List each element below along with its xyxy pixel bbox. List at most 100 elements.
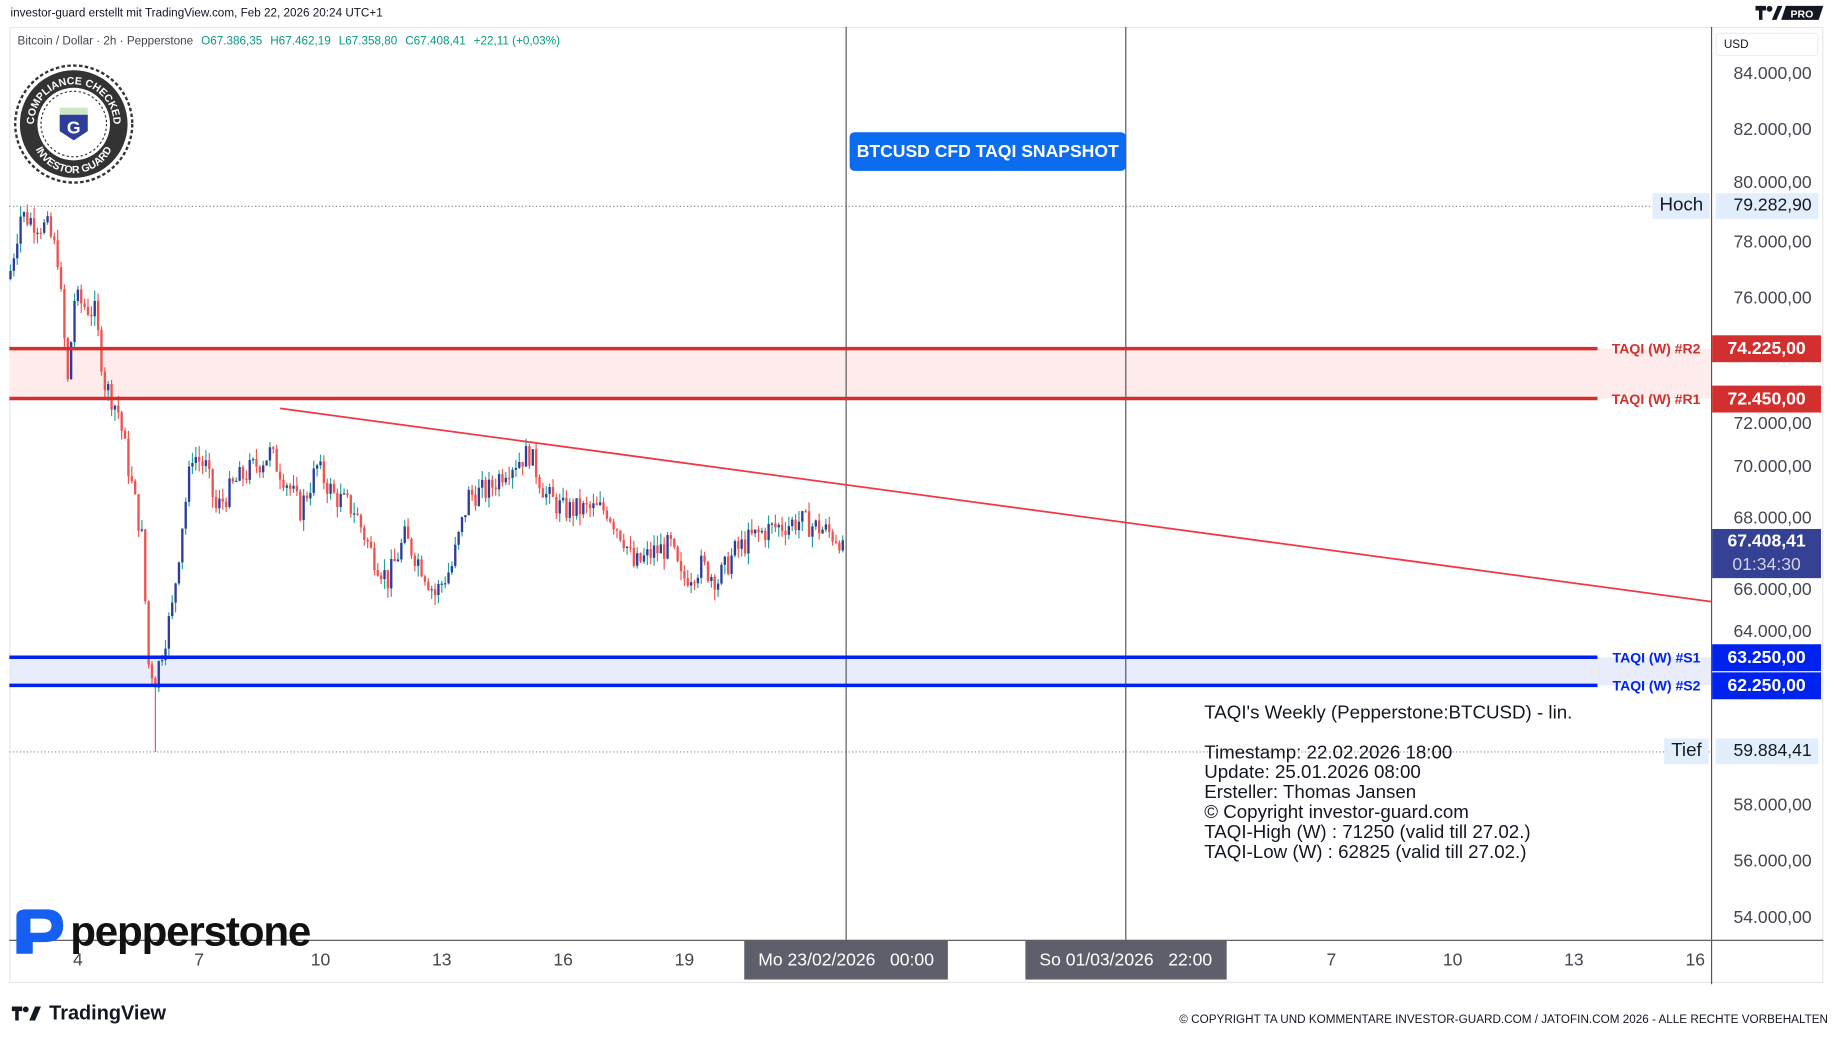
info-line: TAQI-Low (W) : 62825 (valid till 27.02.) [1204, 842, 1527, 863]
price-tick: 72.000,00 [1733, 413, 1812, 434]
candle [150, 664, 154, 679]
candle [309, 492, 312, 499]
candle [541, 488, 545, 498]
price-tick: 58.000,00 [1733, 794, 1812, 815]
candle [636, 553, 639, 566]
candle [716, 583, 720, 590]
candle [46, 216, 49, 223]
candle [521, 462, 524, 467]
candle [427, 581, 430, 590]
candle [484, 480, 487, 498]
candle [36, 232, 39, 234]
candle [652, 545, 656, 558]
candle [133, 480, 137, 495]
candle [481, 480, 484, 488]
candle [292, 485, 295, 489]
time-tick: 13 [432, 950, 452, 971]
candle [231, 478, 235, 482]
candle [777, 524, 780, 528]
candle [787, 526, 791, 535]
time-tick: 10 [1442, 950, 1463, 971]
candle [396, 559, 400, 562]
candle [686, 578, 689, 586]
candle [548, 487, 551, 494]
candle [177, 562, 181, 584]
candle [791, 519, 794, 527]
level-label-s1: TAQI (W) #S1 [1612, 649, 1701, 666]
ohlc-low: L67.358,80 [338, 35, 398, 48]
candle [238, 467, 241, 481]
candle [373, 547, 376, 571]
candle [329, 483, 332, 494]
ohlc-close: C67.408,41 [405, 35, 466, 48]
candle [750, 529, 753, 534]
candle [406, 526, 410, 539]
candle [167, 616, 171, 649]
candle [117, 405, 120, 413]
candle [588, 504, 592, 509]
candle [669, 535, 673, 539]
candle [713, 576, 716, 590]
candle [818, 520, 821, 534]
candle [784, 530, 787, 535]
candle [602, 502, 605, 511]
candle [16, 243, 19, 259]
candle [683, 571, 686, 579]
tradingview-logo[interactable]: TradingView [11, 1002, 166, 1025]
candle [531, 449, 534, 466]
time-axis[interactable]: 4 7 10 13 16 19 7 10 13 16 Mo 23/02/2026 00:00 So 0… [9, 939, 1824, 985]
candle [659, 544, 662, 554]
candle [733, 541, 737, 556]
candle [349, 495, 352, 514]
candle [757, 529, 760, 533]
candle [181, 528, 184, 563]
candle [86, 306, 90, 315]
currency-selector[interactable]: USD [1715, 32, 1819, 57]
candle [706, 562, 710, 582]
candle [575, 498, 578, 516]
candle [595, 503, 598, 505]
candle [268, 447, 272, 461]
caption: investor-guard erstellt mit TradingView.… [10, 7, 383, 20]
info-line: Timestamp: 22.02.2026 18:00 [1204, 743, 1453, 764]
candle [353, 513, 356, 515]
price-axis[interactable] [1710, 26, 1825, 940]
high-tag: Hoch [1652, 193, 1711, 220]
pepperstone-wordmark: pepperstone [70, 906, 311, 955]
candle [632, 547, 636, 566]
candle [113, 405, 117, 410]
candle [359, 515, 363, 528]
candle [470, 489, 474, 495]
candle [245, 478, 248, 480]
snapshot-label[interactable]: BTCUSD CFD TAQI SNAPSHOT [849, 132, 1126, 171]
candle [363, 527, 366, 540]
candle [558, 500, 561, 514]
candle [518, 462, 521, 468]
info-textbox[interactable]: TAQI's Weekly (Pepperstone:BTCUSD) - lin… [1204, 703, 1572, 862]
ohlc-open: O67.386,35 [201, 35, 263, 48]
candle [494, 487, 497, 490]
candle [346, 493, 349, 496]
candle [241, 467, 245, 479]
low-value: 59.884,41 [1715, 739, 1819, 765]
time-marker-label: Mo 23/02/2026 00:00 [744, 940, 949, 980]
candle [508, 477, 511, 479]
candle [609, 518, 612, 522]
candle [130, 476, 133, 481]
candle [598, 502, 602, 505]
candle [218, 498, 221, 509]
candle [828, 524, 831, 532]
candle [332, 483, 336, 493]
level-price-r1: 72.450,00 [1712, 385, 1821, 412]
candle [700, 555, 703, 578]
candle [275, 448, 278, 472]
candle [497, 474, 501, 490]
candle [53, 236, 56, 241]
candle [568, 502, 571, 518]
candle [673, 538, 676, 547]
candle [59, 267, 63, 289]
high-value: 79.282,90 [1715, 193, 1819, 220]
candle [282, 479, 285, 488]
